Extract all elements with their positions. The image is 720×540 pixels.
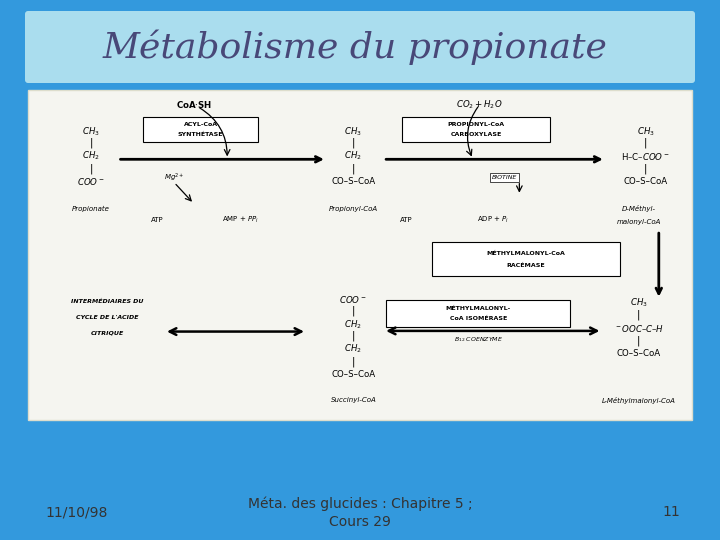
- Text: AMP + $PP_i$: AMP + $PP_i$: [222, 215, 259, 226]
- Text: |: |: [351, 138, 355, 148]
- Text: Succinyl-CoA: Succinyl-CoA: [330, 397, 377, 403]
- Text: |: |: [89, 138, 93, 148]
- Text: |: |: [351, 306, 355, 316]
- Text: MÉTHYLMALONYL-: MÉTHYLMALONYL-: [446, 306, 510, 311]
- Text: SYNTHÉTASE: SYNTHÉTASE: [178, 132, 223, 137]
- Text: CITRIQUE: CITRIQUE: [91, 330, 125, 335]
- Text: CoA ISOMÉRASE: CoA ISOMÉRASE: [449, 316, 507, 321]
- Text: $B_{12}$ COENZYME: $B_{12}$ COENZYME: [454, 335, 503, 343]
- Text: CARBOXYLASE: CARBOXYLASE: [451, 132, 502, 137]
- Text: $CH_3$: $CH_3$: [630, 296, 648, 309]
- Text: $Mg^{2+}$: $Mg^{2+}$: [164, 171, 184, 184]
- Text: $CH_2$: $CH_2$: [82, 150, 100, 162]
- Text: RACÉMASE: RACÉMASE: [507, 263, 545, 268]
- Text: CO–S–CoA: CO–S–CoA: [331, 177, 375, 186]
- Text: Propionyl-CoA: Propionyl-CoA: [329, 206, 378, 212]
- Text: Cours 29: Cours 29: [329, 515, 391, 529]
- Text: CO–S–CoA: CO–S–CoA: [331, 370, 375, 379]
- Text: H–C–$COO^-$: H–C–$COO^-$: [621, 151, 670, 161]
- Text: CYCLE DE L'ACIDE: CYCLE DE L'ACIDE: [76, 315, 139, 320]
- Text: |: |: [351, 356, 355, 367]
- Text: ACYL-CoA: ACYL-CoA: [184, 122, 217, 127]
- Text: ATP: ATP: [151, 217, 163, 224]
- Text: $CH_3$: $CH_3$: [636, 125, 654, 138]
- FancyBboxPatch shape: [432, 242, 620, 276]
- Text: INTERMÉDIAIRES DU: INTERMÉDIAIRES DU: [71, 299, 144, 303]
- Text: |: |: [89, 163, 93, 174]
- Text: $COO^-$: $COO^-$: [77, 176, 105, 187]
- Text: |: |: [644, 138, 647, 148]
- Text: $COO^-$: $COO^-$: [339, 294, 367, 305]
- Text: ATP: ATP: [400, 217, 413, 224]
- Text: $CH_2$: $CH_2$: [344, 318, 362, 330]
- Text: $^-OOC–C–H$: $^-OOC–C–H$: [613, 323, 664, 334]
- Text: $CH_3$: $CH_3$: [344, 125, 362, 138]
- Text: CO–S–CoA: CO–S–CoA: [624, 177, 667, 186]
- Text: 11/10/98: 11/10/98: [45, 505, 107, 519]
- Text: PROPIONYL-CoA: PROPIONYL-CoA: [448, 122, 505, 127]
- Text: Propionate: Propionate: [72, 206, 110, 212]
- Text: Méta. des glucides : Chapitre 5 ;: Méta. des glucides : Chapitre 5 ;: [248, 497, 472, 511]
- FancyBboxPatch shape: [402, 117, 550, 142]
- Text: $CH_3$: $CH_3$: [82, 125, 100, 138]
- Text: MÉTHYLMALONYL-CoA: MÉTHYLMALONYL-CoA: [487, 251, 565, 256]
- Text: |: |: [637, 310, 641, 320]
- Text: 11: 11: [662, 505, 680, 519]
- Text: |: |: [351, 330, 355, 341]
- Text: |: |: [637, 335, 641, 346]
- Text: D-Méthyl-: D-Méthyl-: [622, 205, 656, 212]
- Text: CoA$\cdot$SH: CoA$\cdot$SH: [176, 99, 212, 110]
- Text: Métabolisme du propionate: Métabolisme du propionate: [102, 29, 608, 65]
- FancyBboxPatch shape: [143, 117, 258, 142]
- FancyBboxPatch shape: [25, 11, 695, 83]
- Text: ADP + $P_i$: ADP + $P_i$: [477, 215, 509, 226]
- Text: $CH_2$: $CH_2$: [344, 150, 362, 162]
- Text: |: |: [351, 163, 355, 174]
- Text: |: |: [644, 163, 647, 174]
- Text: CO–S–CoA: CO–S–CoA: [617, 349, 661, 359]
- Text: $CO_2 + H_2O$: $CO_2 + H_2O$: [456, 99, 503, 111]
- Text: L-Méthylmalonyl-CoA: L-Méthylmalonyl-CoA: [602, 397, 676, 404]
- Text: $CH_2$: $CH_2$: [344, 343, 362, 355]
- Text: BIOTINE: BIOTINE: [492, 175, 518, 180]
- Text: malonyl-CoA: malonyl-CoA: [617, 219, 661, 225]
- FancyBboxPatch shape: [28, 90, 692, 420]
- FancyBboxPatch shape: [386, 300, 570, 327]
